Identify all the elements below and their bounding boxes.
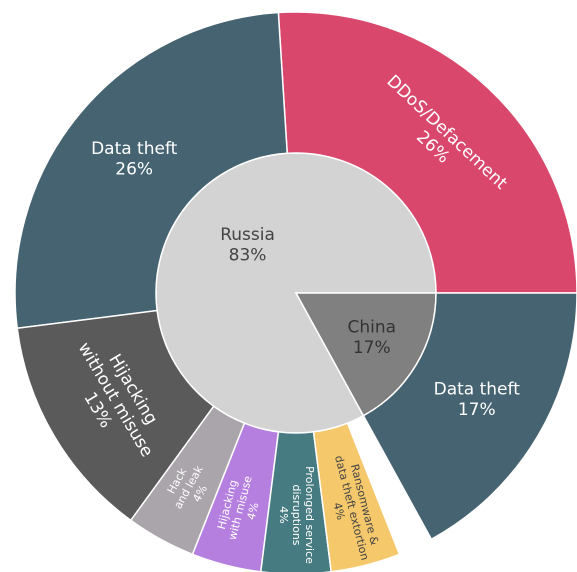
label-line: 83% — [229, 245, 267, 265]
label-line: Prolonged service — [303, 466, 316, 564]
segment-label: Data theft 17% — [434, 380, 521, 420]
label-line: 17% — [353, 338, 391, 358]
wedges — [14, 11, 577, 572]
segment-label: China 17% — [347, 318, 396, 358]
outer-wedge — [191, 422, 280, 572]
outer-wedge — [16, 309, 215, 522]
outer-wedge — [129, 405, 246, 556]
label-line: 4% — [245, 501, 262, 521]
label-line: disruptions — [290, 484, 303, 545]
label-line: 26% — [115, 159, 153, 179]
label-line: Russia — [220, 225, 275, 245]
outer-wedge — [14, 11, 289, 330]
label-line: 4% — [277, 506, 290, 523]
label-line: China — [347, 318, 396, 338]
outer-wedge — [277, 11, 577, 294]
label-line: 17% — [458, 400, 496, 420]
outer-wedge — [362, 292, 577, 541]
label-line: Data theft — [91, 139, 178, 159]
segment-label: Russia 83% — [220, 225, 275, 265]
segment-label: Prolonged servicedisruptions4% — [277, 466, 316, 564]
label-line: Data theft — [434, 380, 521, 400]
label-line: 4% — [330, 501, 347, 521]
segment-label: Data theft 26% — [91, 139, 178, 179]
